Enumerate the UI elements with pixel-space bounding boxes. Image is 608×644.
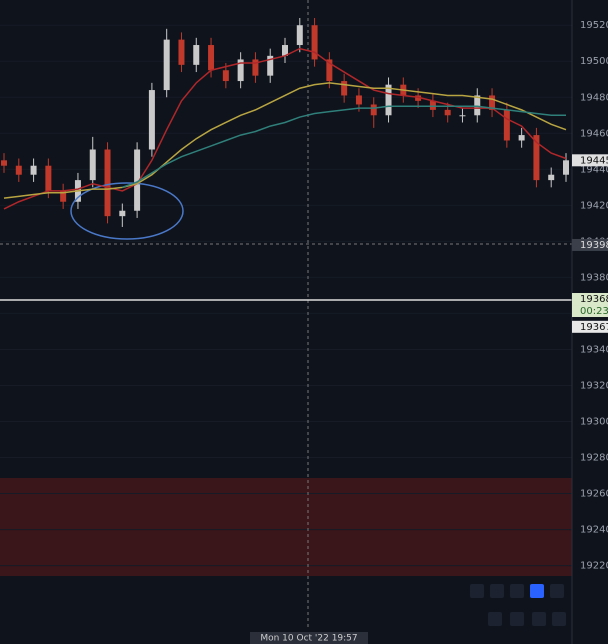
candle-body xyxy=(267,55,274,76)
y-tick-label: 19380 xyxy=(580,272,608,283)
candle-body xyxy=(518,135,525,141)
zone xyxy=(0,478,572,576)
candle-body xyxy=(474,95,481,116)
crosshair-time-box xyxy=(250,632,368,644)
candle-body xyxy=(252,59,259,76)
price-tag: 19368 xyxy=(580,294,608,305)
candle-body xyxy=(208,45,215,71)
candle-body xyxy=(148,90,155,150)
candle-body xyxy=(503,109,510,141)
button-refresh-2[interactable] xyxy=(552,612,566,626)
candle-body xyxy=(15,165,22,175)
button-toggle[interactable] xyxy=(530,584,544,598)
price-tag: 19367 xyxy=(580,322,608,333)
y-tick-label: 19320 xyxy=(580,380,608,391)
button-close-2[interactable] xyxy=(510,612,524,626)
y-tick-label: 19440 xyxy=(580,164,608,175)
price-tag-box xyxy=(572,154,608,167)
candle-body xyxy=(163,39,170,91)
candle-body xyxy=(326,59,333,82)
y-tick-label: 19240 xyxy=(580,525,608,536)
candle-body xyxy=(282,45,288,56)
candle-body xyxy=(45,165,52,191)
candle-body xyxy=(429,100,436,110)
price-tag-box xyxy=(572,320,608,333)
y-tick-label: 19420 xyxy=(580,200,608,211)
candle-body xyxy=(237,59,244,82)
crosshair-time: Mon 10 Oct '22 19:57 xyxy=(260,634,357,644)
candle-body xyxy=(370,104,377,116)
countdown: 00:23 xyxy=(580,306,608,317)
button-up-2[interactable] xyxy=(488,612,502,626)
y-tick-label: 19260 xyxy=(580,489,608,500)
plot-area xyxy=(0,18,572,567)
button-close[interactable] xyxy=(510,584,524,598)
candle-body xyxy=(89,149,96,181)
moving-average xyxy=(3,82,567,199)
candle-body xyxy=(444,109,451,116)
candle-body xyxy=(60,190,67,202)
price-tag: 19398 xyxy=(580,240,608,251)
y-tick-label: 19460 xyxy=(580,128,608,139)
candle-body xyxy=(489,95,496,110)
y-tick-label: 19300 xyxy=(580,416,608,427)
candle-body xyxy=(193,45,200,65)
candle-body xyxy=(30,165,37,175)
candle-body xyxy=(119,210,126,217)
candle-body xyxy=(533,135,540,181)
countdown-box xyxy=(572,305,608,318)
y-tick-label: 19220 xyxy=(580,561,608,572)
candle-body xyxy=(415,95,422,101)
candle-body xyxy=(548,174,555,181)
moving-average xyxy=(3,47,567,210)
candle-body xyxy=(311,25,318,60)
candle-body xyxy=(296,25,303,46)
candle-body xyxy=(459,115,466,117)
y-tick-label: 19500 xyxy=(580,56,608,67)
y-tick-label: 19280 xyxy=(580,453,608,464)
candle-body xyxy=(104,149,111,217)
y-tick-label: 19340 xyxy=(580,344,608,355)
candle-body xyxy=(178,39,185,65)
price-tag-box xyxy=(572,238,608,251)
candle-body xyxy=(385,84,392,116)
price-tag-box xyxy=(572,293,608,306)
candle-body xyxy=(1,160,7,166)
price-tag: 19445 xyxy=(580,155,608,166)
y-tick-label: 19480 xyxy=(580,92,608,103)
candle-body xyxy=(222,70,229,82)
toolbar xyxy=(470,584,566,626)
annotation-ellipse xyxy=(70,182,184,240)
candle-body xyxy=(563,160,569,175)
candle-body xyxy=(134,149,141,211)
button-up[interactable] xyxy=(470,584,484,598)
candle-body xyxy=(355,95,362,105)
moving-average xyxy=(122,105,566,189)
button-theme[interactable] xyxy=(532,612,546,626)
y-tick-label: 19520 xyxy=(580,20,608,31)
button-down[interactable] xyxy=(490,584,504,598)
button-refresh[interactable] xyxy=(550,584,564,598)
candle-body xyxy=(341,81,348,96)
